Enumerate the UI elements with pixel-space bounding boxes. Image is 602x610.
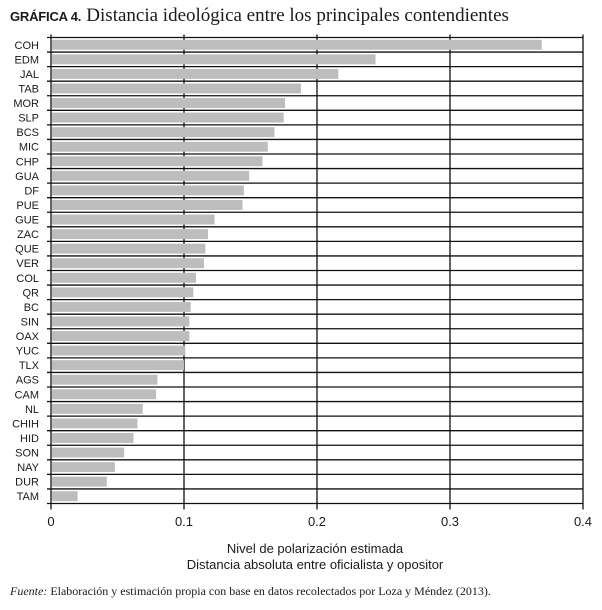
bar-zac — [52, 229, 208, 240]
category-label: NL — [25, 404, 39, 416]
source-label: Fuente: — [10, 584, 48, 598]
bar-bcs — [52, 127, 275, 138]
category-label: DF — [24, 185, 39, 197]
category-label: NAY — [17, 462, 39, 474]
category-label: GUE — [15, 215, 39, 227]
bar-mor — [52, 98, 286, 109]
bar-tam — [52, 491, 78, 502]
bar-col — [52, 272, 196, 283]
category-label: DUR — [15, 477, 39, 489]
bar-nl — [52, 403, 143, 414]
source-note: Fuente: Elaboración y estimación propia … — [10, 584, 491, 599]
bar-ags — [52, 374, 158, 385]
category-label: EDM — [15, 54, 39, 66]
x-tick-label: 0.3 — [441, 514, 459, 529]
category-label: BC — [24, 302, 39, 314]
category-label: AGS — [16, 375, 39, 387]
bar-que — [52, 243, 206, 254]
bar-pue — [52, 199, 243, 210]
bar-son — [52, 447, 125, 458]
bar-sin — [52, 316, 190, 327]
category-label: BCS — [16, 127, 39, 139]
category-label: OAX — [16, 331, 40, 343]
bar-mic — [52, 141, 268, 152]
bar-tlx — [52, 360, 184, 371]
bar-dur — [52, 476, 107, 487]
category-label: HID — [20, 433, 39, 445]
category-label: MIC — [19, 142, 39, 154]
bar-tab — [52, 83, 302, 94]
bar-bc — [52, 301, 191, 312]
category-label: JAL — [20, 69, 39, 81]
bar-df — [52, 185, 244, 196]
chart-title-main: Distancia ideológica entre los principal… — [86, 5, 509, 26]
x-axis-label: Nivel de polarización estimada Distancia… — [0, 541, 602, 573]
category-label: TLX — [19, 360, 40, 372]
category-label: CHP — [16, 156, 39, 168]
category-label: GUA — [15, 171, 40, 183]
source-text: Elaboración y estimación propia con base… — [50, 584, 491, 598]
x-axis-label-line-2: Distancia absoluta entre oficialista y o… — [186, 557, 444, 572]
bar-chih — [52, 418, 138, 429]
bar-yuc — [52, 345, 186, 356]
x-tick-label: 0 — [47, 514, 54, 529]
bar-gua — [52, 170, 250, 181]
category-label: TAM — [17, 491, 39, 503]
x-tick-label: 0.2 — [308, 514, 326, 529]
bar-nay — [52, 462, 115, 473]
bar-gue — [52, 214, 215, 225]
category-label: SLP — [18, 113, 39, 125]
chart-title-lead: GRÁFICA 4. — [10, 9, 82, 24]
bar-chp — [52, 156, 263, 167]
category-label: CHIH — [12, 418, 39, 430]
category-label: CAM — [15, 389, 39, 401]
bar-coh — [52, 39, 542, 50]
category-label: COL — [16, 273, 39, 285]
category-label: QUE — [15, 244, 39, 256]
bar-hid — [52, 432, 134, 443]
category-label: COH — [15, 40, 40, 52]
bar-jal — [52, 68, 339, 79]
category-label: YUC — [16, 346, 39, 358]
bar-slp — [52, 112, 284, 123]
category-label: SON — [15, 448, 39, 460]
bar-qr — [52, 287, 194, 298]
chart-title: GRÁFICA 4. Distancia ideológica entre lo… — [10, 5, 509, 27]
category-label: ZAC — [17, 229, 39, 241]
category-label: SIN — [21, 316, 39, 328]
bar-cam — [52, 389, 157, 400]
category-label: TAB — [18, 83, 39, 95]
x-tick-label: 0.1 — [175, 514, 193, 529]
bar-chart: 0 0.1 0.2 0.3 0.4 COH EDM JAL TAB MOR SLP BCS MIC CHP… — [12, 34, 592, 529]
bar-ver — [52, 258, 204, 269]
bar-oax — [52, 331, 190, 342]
x-tick-label: 0.4 — [574, 514, 592, 529]
category-label: QR — [23, 287, 40, 299]
category-label: PUE — [16, 200, 39, 212]
bar-edm — [52, 54, 376, 65]
category-label: MOR — [13, 98, 39, 110]
category-label: VER — [16, 258, 39, 270]
x-axis-label-line-1: Nivel de polarización estimada — [226, 541, 404, 556]
